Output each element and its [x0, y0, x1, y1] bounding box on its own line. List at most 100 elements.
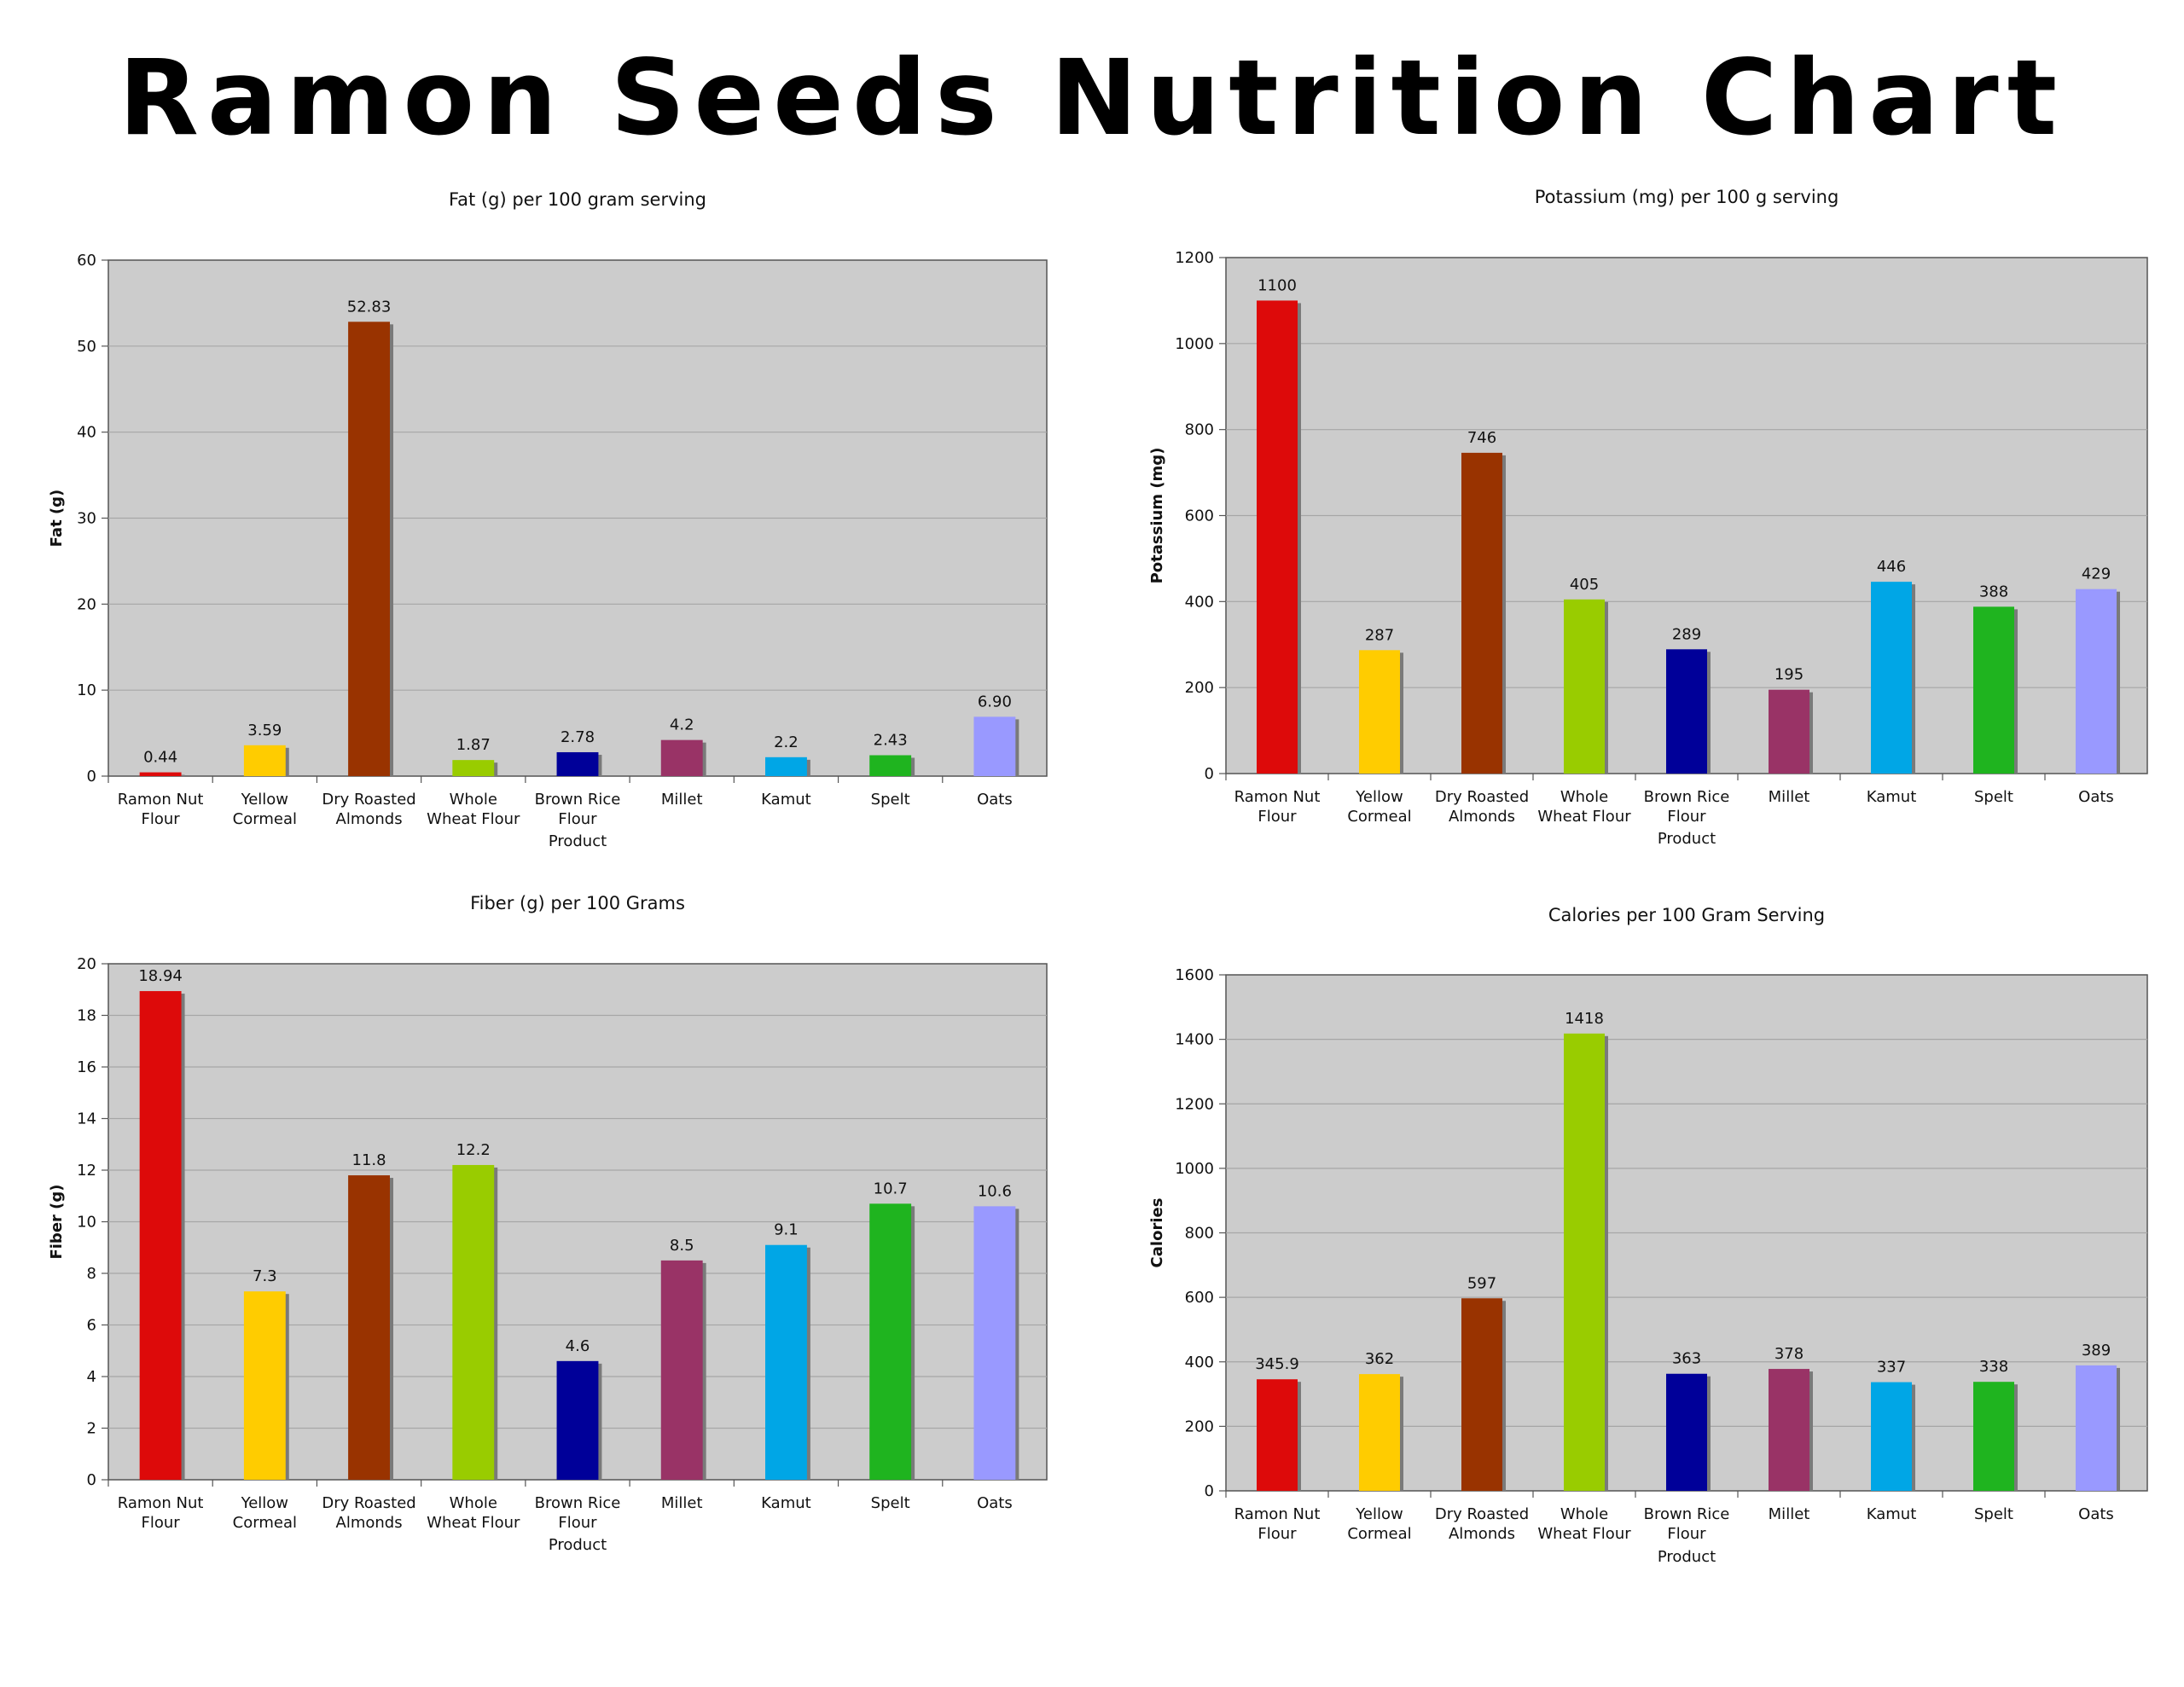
chart-1: Fat (g) per 100 gram serving 0 10 20 30 40 50 6…: [48, 189, 1048, 850]
y-tick-label: 10: [77, 1214, 96, 1232]
y-tick-label: 600: [1185, 507, 1214, 525]
y-tick-label: 50: [77, 338, 96, 356]
y-tick-label: 0: [87, 768, 96, 786]
bar: [765, 757, 807, 776]
data-label: 18.94: [138, 967, 183, 985]
bar: [2076, 1365, 2117, 1491]
data-label: 338: [1979, 1358, 2008, 1376]
y-tick-label: 1200: [1175, 249, 1214, 267]
bar: [660, 739, 703, 776]
y-tick-label: 400: [1185, 1354, 1214, 1371]
bar: [243, 745, 286, 776]
data-label: 4.2: [670, 716, 694, 734]
x-tick-label: Oats: [977, 791, 1013, 809]
y-tick-label: 200: [1185, 1417, 1214, 1435]
y-tick-label: 18: [77, 1007, 96, 1025]
bar: [452, 760, 495, 776]
x-tick-label: Yellow Cormeal: [233, 791, 297, 828]
data-label: 10.6: [978, 1182, 1012, 1200]
y-tick-label: 16: [77, 1058, 96, 1076]
chart-title: Fat (g) per 100 gram serving: [449, 189, 706, 210]
bar: [1461, 452, 1502, 774]
x-tick-label: Yellow Cormeal: [1347, 1505, 1411, 1543]
x-tick-label: Kamut: [761, 791, 811, 809]
data-label: 389: [2082, 1342, 2111, 1359]
x-tick-label: Ramon Nut Flour: [1234, 788, 1321, 826]
data-label: 2.2: [774, 733, 799, 751]
chart-title: Fiber (g) per 100 Grams: [470, 893, 685, 913]
y-tick-label: 10: [77, 681, 96, 699]
y-tick-label: 800: [1185, 421, 1214, 439]
x-tick-label: Whole Wheat Flour: [427, 1494, 520, 1532]
data-label: 446: [1877, 558, 1906, 576]
data-label: 378: [1774, 1345, 1804, 1363]
y-tick-label: 8: [87, 1265, 96, 1283]
y-tick-label: 0: [1205, 1482, 1214, 1500]
data-label: 2.78: [561, 728, 595, 746]
data-label: 362: [1365, 1350, 1394, 1368]
data-label: 3.59: [247, 722, 282, 739]
bar: [243, 1291, 286, 1480]
y-tick-label: 800: [1185, 1225, 1214, 1243]
y-tick-label: 0: [87, 1471, 96, 1489]
x-tick-label: Dry Roasted Almonds: [1435, 1505, 1529, 1543]
x-tick-label: Brown Rice Flour: [535, 791, 621, 828]
bar: [1564, 599, 1605, 774]
x-tick-label: Kamut: [1867, 788, 1917, 806]
x-axis-title: Product: [1658, 1548, 1716, 1566]
data-label: 7.3: [253, 1267, 277, 1285]
y-tick-label: 4: [87, 1368, 96, 1386]
data-label: 2.43: [874, 731, 908, 749]
bar: [1769, 689, 1809, 774]
bar: [139, 772, 182, 776]
y-tick-label: 400: [1185, 593, 1214, 611]
chart-title: Potassium (mg) per 100 g serving: [1535, 187, 1839, 207]
x-tick-label: Dry Roasted Almonds: [322, 1494, 415, 1532]
bar: [1973, 1382, 2014, 1491]
y-tick-label: 6: [87, 1317, 96, 1335]
x-tick-label: Spelt: [871, 1494, 910, 1512]
bar: [1871, 1382, 1912, 1491]
x-tick-label: Brown Rice Flour: [535, 1494, 621, 1532]
bar: [1461, 1298, 1502, 1491]
bar: [765, 1244, 807, 1480]
bar: [973, 1206, 1016, 1480]
bar: [1257, 1379, 1298, 1491]
data-label: 429: [2082, 565, 2111, 583]
page-title: Ramon Seeds Nutrition Chart: [118, 38, 2066, 159]
y-tick-label: 40: [77, 424, 96, 442]
data-label: 1.87: [456, 736, 491, 754]
x-tick-label: Spelt: [871, 791, 910, 809]
data-label: 8.5: [670, 1237, 694, 1255]
x-tick-label: Kamut: [761, 1494, 811, 1512]
bar: [348, 322, 390, 776]
y-tick-label: 14: [77, 1110, 96, 1128]
y-tick-label: 20: [77, 955, 96, 973]
data-label: 1418: [1565, 1010, 1604, 1028]
bar: [869, 1203, 912, 1480]
bar: [1871, 582, 1912, 774]
x-tick-label: Millet: [661, 791, 703, 809]
bar: [556, 751, 599, 776]
chart-title: Calories per 100 Gram Serving: [1548, 905, 1825, 925]
y-tick-label: 1600: [1175, 966, 1214, 984]
bar: [2076, 588, 2117, 774]
x-tick-label: Oats: [2078, 788, 2114, 806]
data-label: 597: [1467, 1274, 1496, 1292]
x-tick-label: Oats: [977, 1494, 1013, 1512]
x-tick-label: Dry Roasted Almonds: [1435, 788, 1529, 826]
x-tick-label: Spelt: [1974, 1505, 2013, 1523]
x-tick-label: Yellow Cormeal: [1347, 788, 1411, 826]
x-tick-label: Yellow Cormeal: [233, 1494, 297, 1532]
data-label: 363: [1672, 1350, 1701, 1368]
data-label: 6.90: [978, 693, 1012, 710]
y-tick-label: 0: [1205, 765, 1214, 783]
bar: [139, 991, 182, 1480]
x-axis-title: Product: [1658, 830, 1716, 848]
x-tick-label: Whole Wheat Flour: [1537, 788, 1631, 826]
data-label: 0.44: [143, 749, 177, 767]
bar: [556, 1360, 599, 1480]
data-label: 287: [1365, 626, 1394, 644]
y-axis-title: Fat (g): [48, 490, 66, 548]
